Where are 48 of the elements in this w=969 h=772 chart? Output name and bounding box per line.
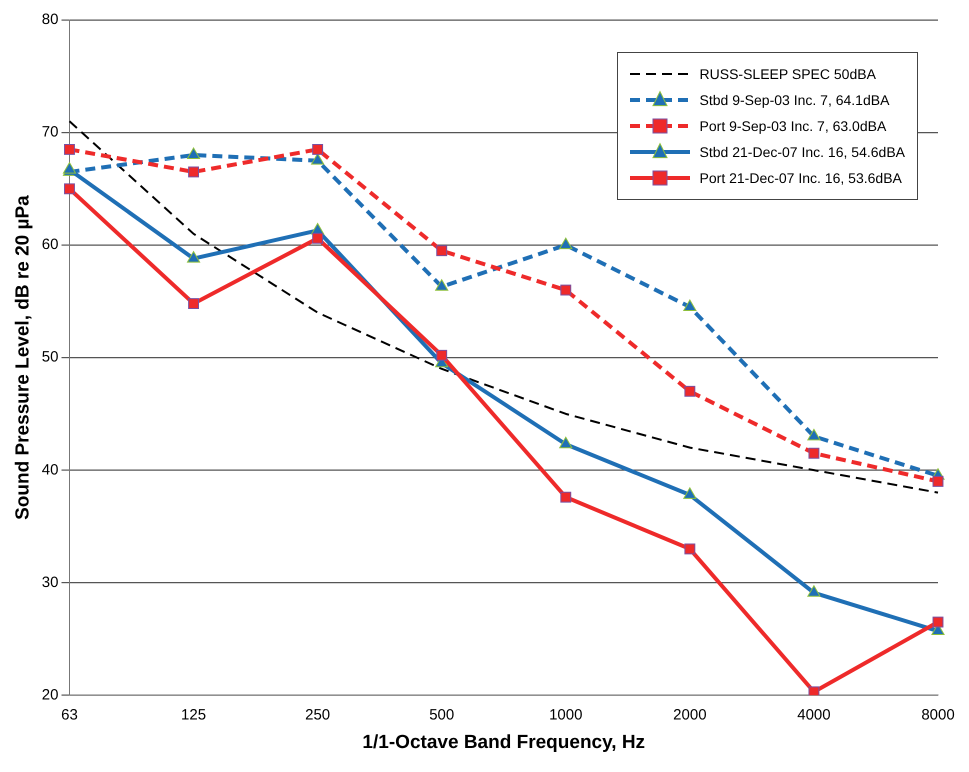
point [560, 284, 572, 296]
point [64, 144, 75, 155]
y-axis-title: Sound Pressure Level, dB re 20 µPa [12, 194, 34, 520]
point [311, 153, 324, 165]
x-tick-label: 125 [181, 706, 206, 724]
y-tick-label: 50 [42, 348, 58, 366]
point [64, 183, 75, 194]
x-tick-label: 2000 [673, 706, 707, 724]
point [559, 238, 572, 250]
x-axis-title: 1/1-Octave Band Frequency, Hz [362, 732, 646, 753]
y-tick-label: 60 [42, 236, 58, 254]
x-tick-label: 63 [61, 706, 78, 724]
point [684, 543, 696, 554]
legend-label: Stbd 21-Dec-07 Inc. 16, 54.6dBA [700, 144, 905, 160]
y-tick-label: 40 [42, 461, 58, 478]
x-tick-label: 4000 [797, 706, 831, 724]
point [808, 448, 820, 459]
x-tick-label: 1000 [549, 706, 582, 724]
point [932, 616, 944, 628]
point [559, 436, 572, 448]
x-tick-label: 8000 [921, 706, 955, 724]
point [186, 148, 200, 160]
y-tick-label: 70 [42, 124, 58, 141]
y-tick-label: 30 [42, 574, 58, 591]
point [435, 279, 448, 291]
point [807, 428, 820, 440]
point [808, 686, 820, 696]
point [684, 386, 696, 397]
point [683, 299, 696, 311]
legend-label: RUSS-SLEEP SPEC 50dBA [700, 66, 876, 82]
y-tick-label: 20 [42, 686, 58, 704]
x-tick-label: 250 [305, 706, 330, 724]
point [188, 166, 200, 178]
point [312, 232, 324, 244]
x-tick-label: 500 [429, 706, 454, 724]
point [436, 350, 448, 361]
legend-label: Stbd 9-Sep-03 Inc. 7, 64.1dBA [700, 92, 890, 108]
point [560, 492, 572, 503]
point [807, 585, 820, 597]
point [683, 487, 696, 499]
legend-label: Port 9-Sep-03 Inc. 7, 63.0dBA [700, 118, 886, 134]
point [932, 476, 944, 487]
point [436, 245, 448, 256]
y-tick-label: 80 [42, 11, 58, 28]
point [188, 298, 200, 310]
point [186, 251, 200, 263]
point [312, 144, 324, 155]
legend-label: Port 21-Dec-07 Inc. 16, 53.6dBA [700, 170, 902, 186]
